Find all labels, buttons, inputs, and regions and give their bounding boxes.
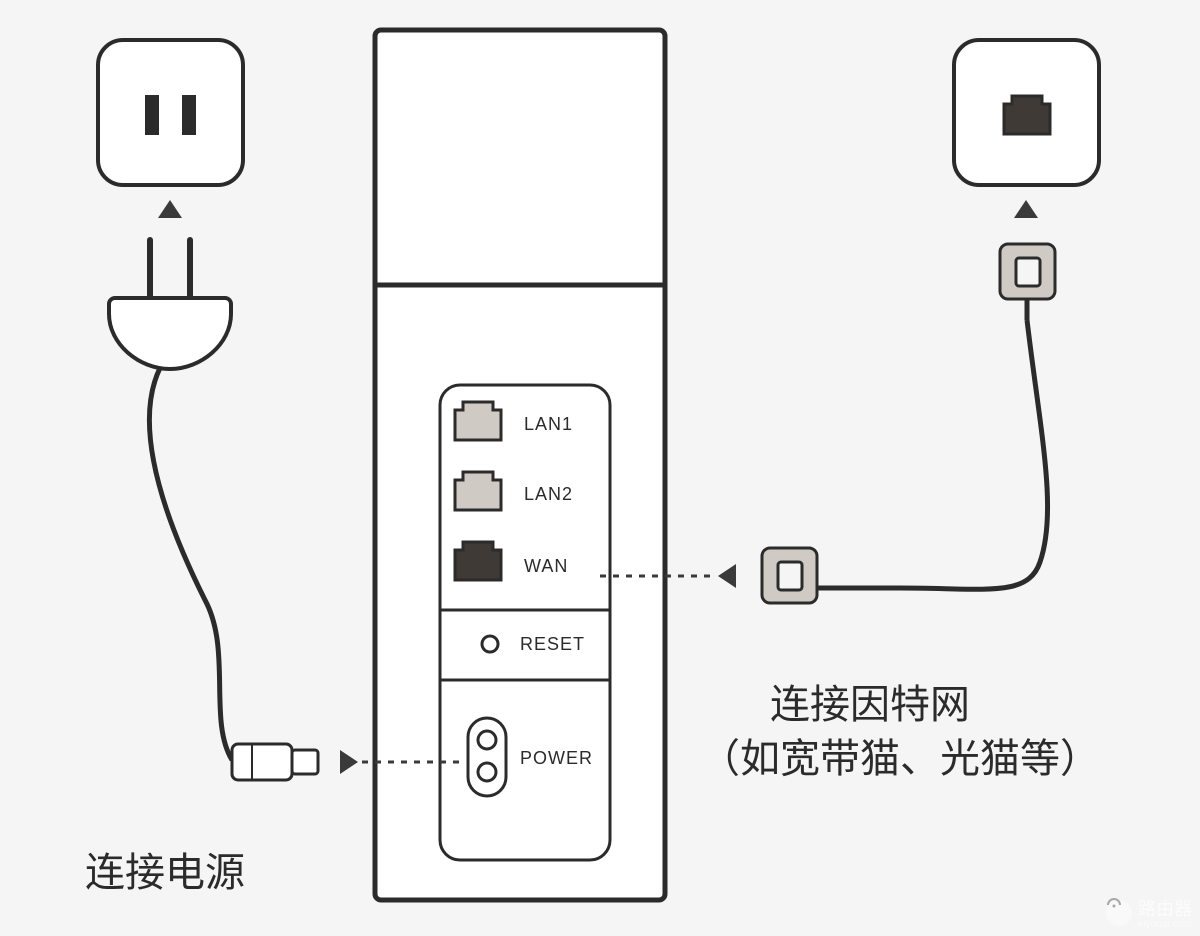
arrow-up-icon — [1014, 200, 1038, 218]
lan2-port — [455, 472, 501, 510]
caption-internet-2: （如宽带猫、光猫等） — [700, 726, 1100, 784]
wall-jack — [954, 40, 1099, 185]
lan1-port — [455, 402, 501, 440]
ethernet-cable — [818, 320, 1048, 589]
caption-power: 连接电源 — [85, 840, 245, 898]
power-connector — [232, 744, 318, 780]
router-body — [375, 30, 665, 900]
watermark: 路由器 luyouqi.com — [1106, 895, 1192, 930]
power-cable — [149, 368, 232, 760]
lan2-label: LAN2 — [524, 484, 573, 505]
watermark-sub: luyouqi.com — [1138, 919, 1192, 930]
reset-label: RESET — [520, 634, 585, 655]
caption-internet-1: 连接因特网 — [770, 672, 970, 730]
watermark-text: 路由器 — [1138, 899, 1192, 919]
arrow-up-icon — [158, 200, 182, 218]
wan-port — [455, 542, 501, 580]
watermark-icon — [1106, 900, 1132, 926]
power-plug — [109, 240, 231, 369]
diagram-stage: LAN1 LAN2 WAN RESET POWER 连接电源 连接因特网 （如宽… — [0, 0, 1200, 936]
power-label: POWER — [520, 748, 593, 769]
ethernet-plug-wan — [762, 548, 817, 603]
lan1-label: LAN1 — [524, 414, 573, 435]
diagram-svg — [0, 0, 1200, 936]
power-port — [468, 718, 506, 796]
arrow-left-icon — [718, 564, 736, 588]
wan-label: WAN — [524, 556, 568, 577]
ethernet-plug-top — [1000, 244, 1055, 299]
arrow-right-icon — [340, 750, 358, 774]
power-outlet — [98, 40, 243, 185]
